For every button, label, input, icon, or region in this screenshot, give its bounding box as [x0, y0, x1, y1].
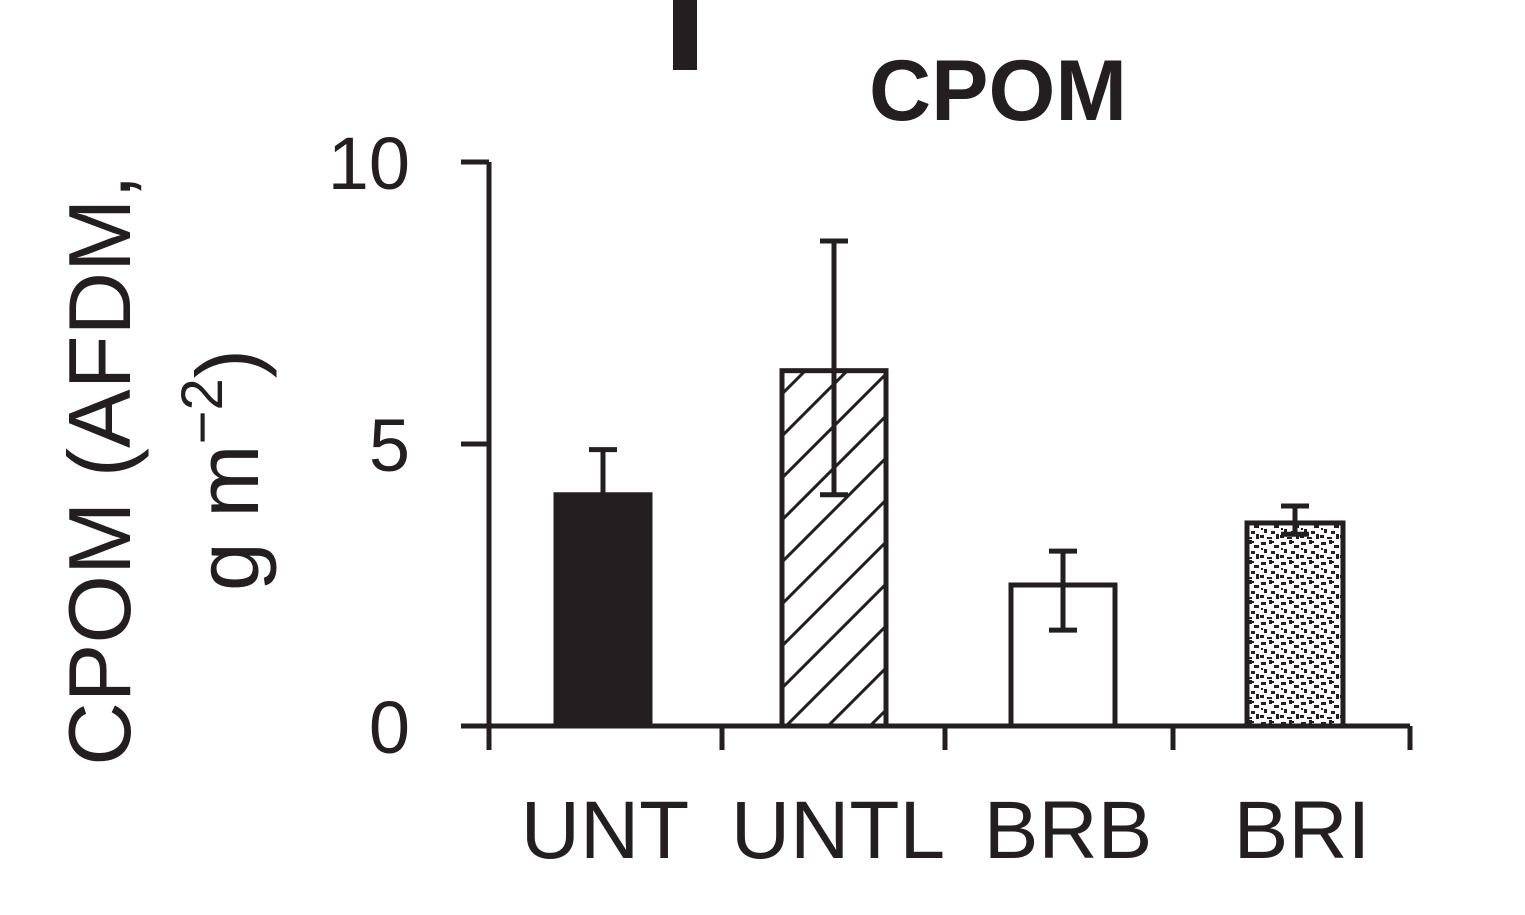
error-bar-brb [1049, 548, 1077, 633]
y-axis-label-line1: CPOM (AFDM, [50, 174, 149, 766]
y-tick-label: 5 [369, 404, 410, 487]
x-tick-label-untl: UNTL [731, 785, 945, 876]
error-bar-untl [820, 238, 848, 498]
panel-marker [673, 0, 697, 70]
y-tick-label: 10 [328, 122, 410, 205]
error-bar-unt [589, 447, 617, 537]
error-bars [589, 238, 1309, 633]
y-axis-label-suffix: ) [178, 349, 277, 378]
x-tick-label-brb: BRB [984, 785, 1153, 876]
bar-brb [1008, 582, 1118, 729]
x-tick-label-unt: UNT [521, 785, 690, 876]
labels: 0 5 10 UNT UNTL BRB BRI [328, 122, 1371, 876]
y-axis-label-prefix: g m [178, 444, 277, 591]
y-tick-label: 0 [369, 686, 410, 769]
x-tick-label-bri: BRI [1234, 785, 1371, 876]
error-bar-bri [1281, 503, 1309, 537]
y-axis-label-exponent: −2 [170, 378, 235, 444]
chart-title: CPOM [869, 43, 1127, 139]
bars [553, 368, 1346, 729]
bar-bri [1244, 520, 1346, 729]
y-axis-label-line2: g m−2) [170, 349, 277, 591]
y-axis-label: CPOM (AFDM, g m−2) [50, 174, 277, 766]
